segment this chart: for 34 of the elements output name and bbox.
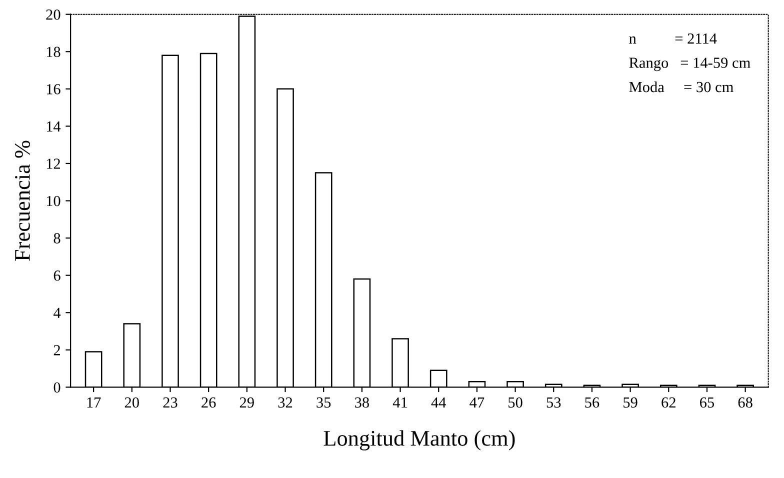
x-tick-label: 35 [316, 397, 331, 408]
y-tick-label: 16 [46, 84, 60, 94]
x-tick-label: 44 [431, 397, 446, 408]
x-tick-label: 23 [163, 397, 178, 408]
annotation: Rango = 14-59 cm [629, 58, 750, 72]
x-tick-label: 29 [240, 397, 254, 408]
x-tick-label: 26 [202, 397, 216, 408]
x-tick-label: 20 [124, 397, 139, 408]
x-tick-label: 56 [585, 397, 600, 408]
y-tick-label: 0 [54, 382, 60, 393]
x-tick-label: 32 [278, 397, 292, 408]
y-tick-label: 10 [46, 196, 60, 206]
y-tick-label: 6 [54, 270, 60, 281]
y-tick-label: 8 [54, 233, 60, 244]
y-tick-label: 2 [54, 345, 60, 356]
x-axis-title: Longitud Manto (cm) [324, 430, 515, 450]
y-tick-label: 12 [46, 158, 60, 169]
x-tick-label: 68 [738, 397, 752, 408]
x-tick-label: 38 [355, 397, 369, 408]
y-axis-title: Frecuencia % [14, 140, 30, 261]
x-tick-label: 59 [624, 397, 638, 408]
x-tick-label: 41 [392, 397, 407, 408]
y-tick-label: 20 [46, 9, 60, 20]
x-tick-label: 50 [508, 397, 522, 408]
annotation: n = 2114 [629, 33, 717, 44]
annotation: Moda = 30 cm [629, 81, 734, 92]
y-tick-label: 18 [46, 46, 60, 58]
x-tick-label: 47 [470, 397, 484, 408]
x-tick-label: 62 [662, 397, 676, 408]
y-tick-label: 14 [46, 121, 61, 132]
x-tick-label: 53 [546, 397, 561, 408]
x-tick-label: 17 [87, 397, 101, 408]
y-tick-label: 4 [53, 308, 61, 318]
x-tick-label: 65 [700, 397, 714, 408]
